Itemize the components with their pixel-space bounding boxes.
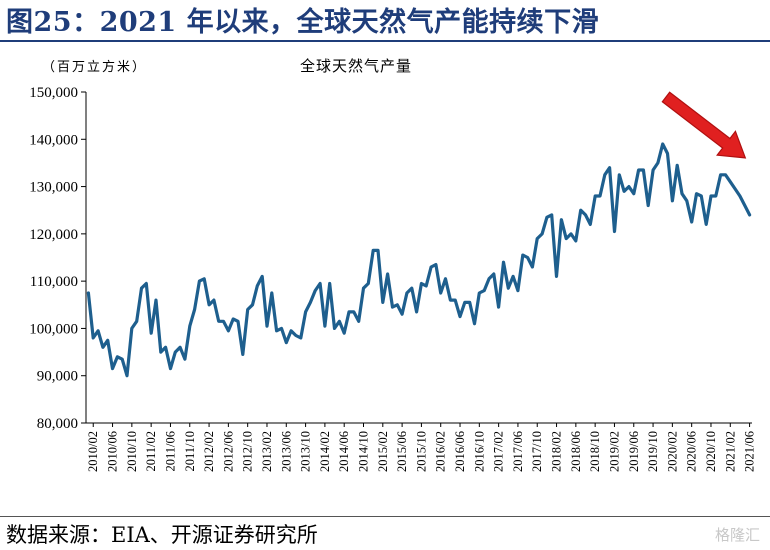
x-tick-label: 2014/10 [357,431,371,472]
watermark: 格隆汇 [714,526,760,544]
title-rule [0,40,770,42]
x-tick-label: 2018/06 [569,431,583,472]
y-tick-label: 100,000 [29,321,78,337]
x-tick-label: 2018/10 [588,431,602,472]
x-tick-label: 2019/02 [607,431,621,472]
x-tick-label: 2019/06 [627,431,641,472]
x-tick-label: 2013/10 [299,431,313,472]
source-note: 数据来源：EIA、开源证券研究所 [6,523,318,547]
x-tick-label: 2021/02 [723,431,737,472]
x-tick-label: 2012/06 [221,431,235,472]
y-tick-label: 150,000 [29,85,78,101]
x-tick-label: 2013/06 [279,431,293,472]
unit-label: （百万立方米） [42,60,148,75]
x-tick-label: 2016/06 [453,431,467,472]
x-tick-label: 2016/10 [472,431,486,472]
x-tick-label: 2011/02 [144,431,158,472]
x-tick-label: 2014/06 [337,431,351,472]
x-tick-label: 2013/02 [260,431,274,472]
x-tick-label: 2019/10 [646,431,660,472]
figure-title: 图25：2021 年以来，全球天然气产能持续下滑 [6,7,600,38]
decline-arrow-icon [661,91,747,159]
x-tick-label: 2010/10 [125,431,139,472]
y-tick-label: 140,000 [29,132,78,148]
x-tick-label: 2012/10 [241,431,255,472]
x-tick-label: 2016/02 [434,431,448,472]
x-tick-label: 2015/06 [395,431,409,472]
x-tick-label: 2018/02 [550,431,564,472]
x-tick-label: 2017/06 [511,431,525,472]
x-tick-label: 2015/02 [376,431,390,472]
x-tick-label: 2012/02 [202,431,216,472]
y-tick-label: 80,000 [37,416,78,432]
x-tick-label: 2020/02 [665,431,679,472]
x-tick-label: 2014/02 [318,431,332,472]
x-tick-label: 2020/06 [685,431,699,472]
y-tick-label: 90,000 [37,369,78,385]
y-tick-label: 110,000 [30,274,78,290]
y-tick-label: 120,000 [29,227,78,243]
chart-title: 全球天然气产量 [300,57,413,75]
x-tick-label: 2017/02 [492,431,506,472]
arrow-shape [661,91,747,159]
line-chart: 80,000 90,000 100,000 110,000 120,000 130,000… [29,85,757,472]
x-tick-label: 2015/10 [414,431,428,472]
source-rule [0,516,770,517]
x-tick-label: 2010/06 [106,431,120,472]
x-tick-label: 2021/06 [743,431,757,472]
x-tick-label: 2017/10 [530,431,544,472]
x-tick-label: 2011/06 [163,431,177,472]
x-tick-label: 2011/10 [183,431,197,472]
y-tick-label: 130,000 [29,180,78,196]
x-tick-label: 2010/02 [86,431,100,472]
x-tick-label: 2020/10 [704,431,718,472]
series-line [86,142,752,378]
